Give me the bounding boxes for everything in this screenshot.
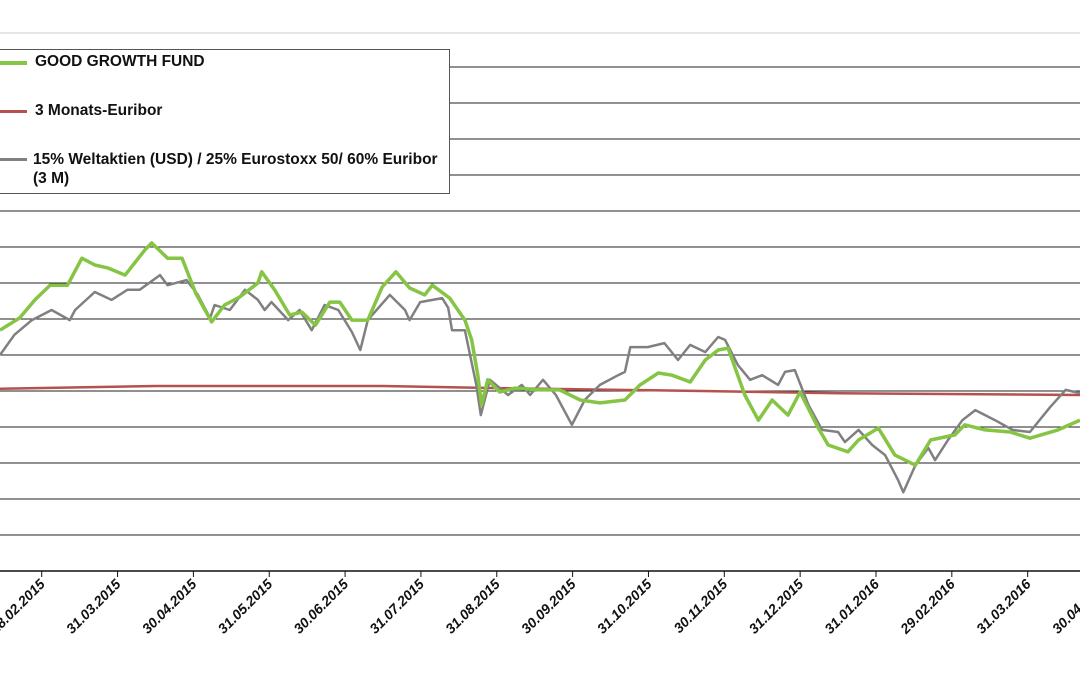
x-tick-label: 31.10.2015: [594, 576, 655, 637]
legend-item-euribor: 3 Monats-Euribor: [0, 102, 162, 120]
x-tick-label: 28.02.2015: [0, 576, 48, 638]
x-tick-label: 31.12.2015: [745, 576, 806, 637]
x-tick-label: 30.11.2015: [670, 576, 730, 636]
x-tick-label: 31.03.2015: [63, 576, 124, 637]
x-tick-label: 31.05.2015: [214, 576, 275, 637]
legend-swatch-gray: [0, 158, 27, 161]
x-tick-label: 30.04.2016: [1049, 576, 1080, 637]
legend-swatch-red: [0, 110, 27, 113]
legend-label: 3 Monats-Euribor: [35, 102, 163, 119]
x-tick-label: 31.08.2015: [442, 576, 503, 637]
legend-label: GOOD GROWTH FUND: [35, 53, 205, 70]
x-tick-label: 29.02.2016: [896, 576, 958, 638]
legend: GOOD GROWTH FUND 3 Monats-Euribor 15% We…: [0, 49, 450, 194]
legend-item-benchmark: 15% Weltaktien (USD) / 25% Eurostoxx 50/…: [0, 150, 445, 188]
x-axis: 28.02.2015 31.03.2015 30.04.2015 31.05.2015…: [0, 570, 1080, 638]
x-tick-label: 31.03.2016: [973, 576, 1034, 637]
legend-label: 15% Weltaktien (USD) / 25% Eurostoxx 50/…: [33, 151, 438, 187]
series-lines: [0, 241, 1080, 494]
x-tick-label: 30.06.2015: [290, 576, 351, 637]
x-tick-label: 30.09.2015: [518, 576, 579, 637]
x-tick-label: 31.07.2015: [366, 576, 427, 637]
legend-item-fund: GOOD GROWTH FUND: [0, 53, 205, 71]
x-tick-label: 31.01.2016: [821, 576, 882, 637]
x-tick-label: 30.04.2015: [139, 576, 200, 637]
legend-swatch-green: [0, 61, 27, 65]
series-line-0: [0, 241, 1080, 467]
